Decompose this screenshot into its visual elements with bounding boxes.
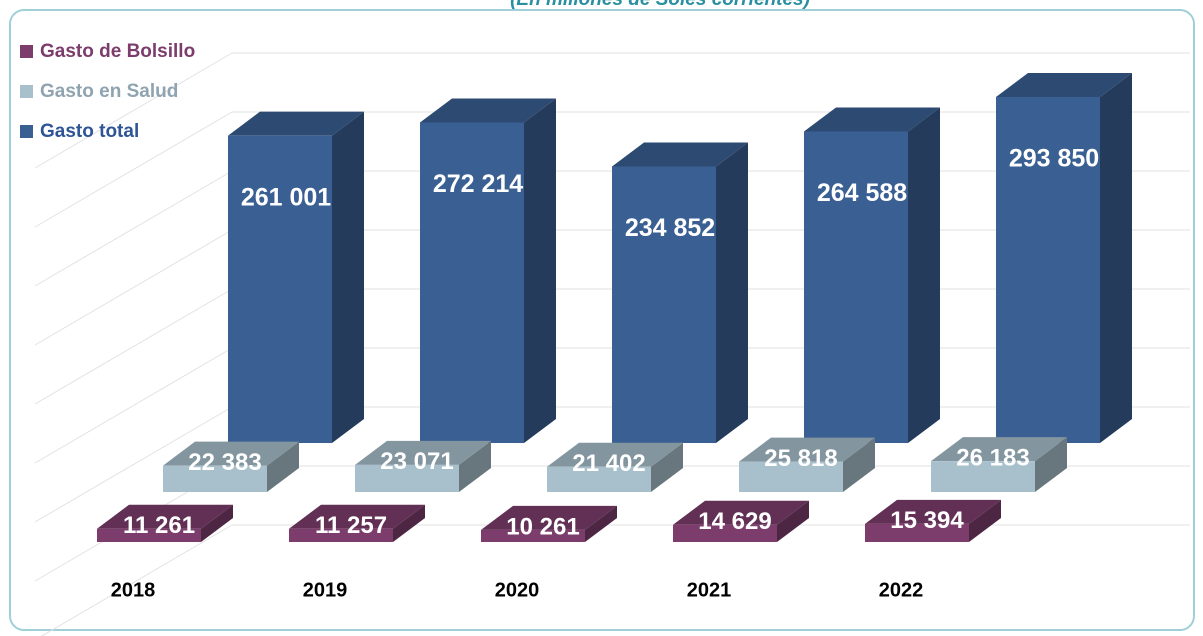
grid-line (34, 170, 233, 287)
bar-side (908, 107, 940, 443)
data-label: 234 852 (625, 214, 715, 242)
data-label: 26 183 (956, 445, 1029, 472)
x-tick-label: 2022 (879, 579, 924, 601)
bar-side (459, 440, 491, 492)
data-label: 293 850 (1009, 145, 1099, 173)
bar-side (524, 98, 556, 444)
x-tick-label: 2020 (495, 579, 540, 601)
grid-line (34, 406, 233, 523)
chart-subtitle: (En millones de Soles corrientes) (510, 0, 810, 10)
data-label: 22 383 (188, 449, 261, 476)
bar-top (804, 107, 940, 132)
legend-swatch (20, 125, 33, 138)
x-tick-label: 2019 (303, 579, 348, 601)
data-label: 23 071 (380, 448, 453, 475)
bar-top (481, 505, 617, 530)
data-label: 15 394 (890, 507, 964, 534)
bar-top (97, 504, 233, 529)
bar-top (739, 437, 875, 462)
bar-side (843, 437, 875, 492)
bar-side (651, 442, 683, 492)
bar (996, 97, 1100, 443)
bar-side (267, 441, 299, 492)
bar (865, 523, 969, 542)
data-label: 10 261 (506, 513, 579, 540)
bar-side (969, 499, 1001, 542)
grid-line (34, 229, 233, 346)
bar (804, 131, 908, 443)
bar (739, 461, 843, 492)
data-label: 21 402 (572, 450, 645, 477)
bar (547, 466, 651, 492)
legend-swatch (20, 45, 33, 58)
data-label: 264 588 (817, 179, 907, 207)
bar-top (163, 441, 299, 466)
grid-line (34, 288, 233, 405)
legend-label: Gasto en Salud (40, 81, 178, 102)
data-label: 11 261 (123, 512, 195, 539)
grid-line (34, 52, 233, 169)
bar-side (393, 504, 425, 542)
data-label: 25 818 (764, 445, 837, 472)
data-label: 14 629 (698, 508, 771, 535)
bar-top (420, 98, 556, 123)
grid-line (40, 524, 233, 636)
bar-top (996, 73, 1132, 97)
bar-top (865, 499, 1001, 524)
bar (673, 524, 777, 542)
legend-label: Gasto total (40, 121, 139, 142)
bar (612, 166, 716, 444)
bar-side (716, 142, 748, 444)
bar (931, 461, 1035, 492)
x-tick-label: 2018 (111, 579, 156, 601)
grid-line (34, 111, 233, 228)
grid-line (34, 347, 233, 464)
bar-side (201, 504, 233, 542)
bar-side (777, 500, 809, 542)
legend-label: Gasto de Bolsillo (40, 41, 195, 62)
x-tick-label: 2021 (687, 579, 732, 601)
bar-top (673, 500, 809, 525)
bar-top (289, 504, 425, 529)
bar-side (332, 111, 364, 443)
bar (97, 528, 201, 542)
legend-swatch (20, 85, 33, 98)
bar (355, 464, 459, 492)
data-label: 272 214 (433, 170, 523, 198)
data-label: 261 001 (241, 183, 331, 211)
bar-top (547, 442, 683, 467)
bar-top (612, 142, 748, 167)
bar-side (1100, 73, 1132, 443)
bar-top (931, 437, 1067, 462)
bar (420, 122, 524, 444)
bar-side (1035, 437, 1067, 492)
bar (163, 465, 267, 492)
bar (228, 135, 332, 443)
bar-top (355, 440, 491, 465)
data-label: 11 257 (315, 512, 387, 539)
bar-side (585, 505, 617, 542)
bar (481, 529, 585, 542)
bar-top (228, 111, 364, 136)
bar (289, 528, 393, 542)
